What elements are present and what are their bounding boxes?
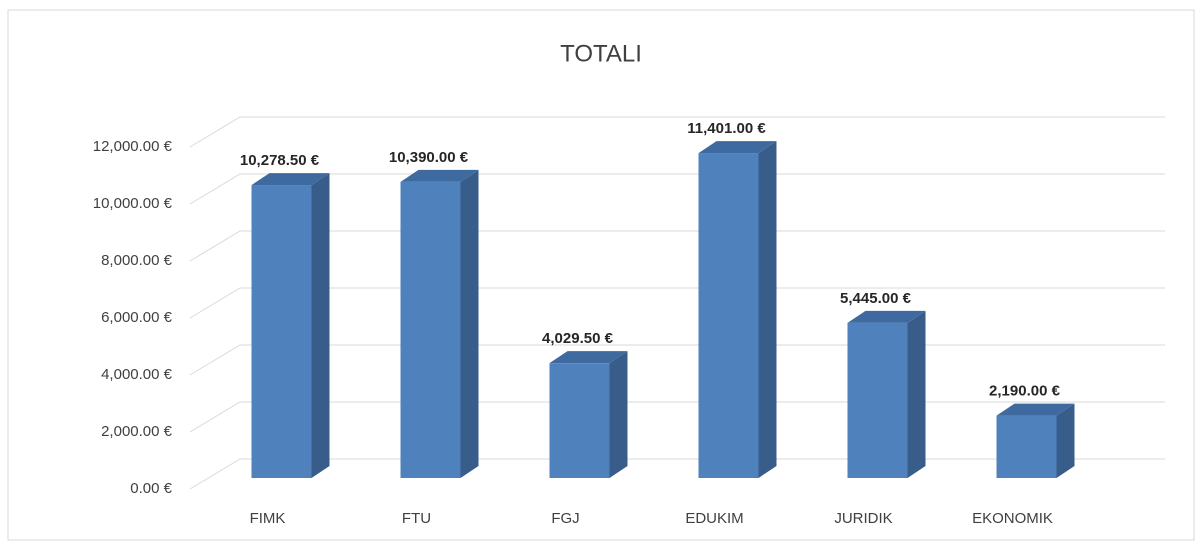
y-tick-label: 10,000.00 € — [93, 195, 173, 212]
y-tick-label: 4,000.00 € — [101, 366, 173, 383]
bar-top — [847, 310, 926, 323]
bar-side — [609, 351, 628, 478]
value-label: 10,390.00 € — [389, 149, 469, 166]
y-tick-label: 12,000.00 € — [93, 138, 173, 155]
y-tick-label: 8,000.00 € — [101, 252, 173, 269]
grid-line — [189, 173, 1165, 205]
value-label: 2,190.00 € — [989, 383, 1061, 400]
x-tick-label: FIMK — [250, 510, 286, 527]
y-tick-label: 6,000.00 € — [101, 309, 173, 326]
grid-line — [189, 287, 1165, 319]
chart-title: TOTALI — [560, 40, 642, 67]
bar — [996, 415, 1057, 478]
y-tick-label: 0.00 € — [130, 480, 172, 497]
grid-line — [189, 116, 1165, 148]
value-label: 4,029.50 € — [542, 330, 614, 347]
value-label: 11,401.00 € — [687, 120, 766, 137]
x-tick-label: JURIDIK — [834, 510, 892, 527]
bar — [847, 322, 908, 478]
bar-side — [311, 173, 330, 478]
bar — [549, 363, 610, 478]
value-label: 10,278.50 € — [240, 152, 320, 169]
bar-top — [996, 403, 1075, 416]
bar — [400, 181, 461, 478]
bar-top — [698, 141, 777, 154]
bar-side — [460, 169, 479, 478]
bar — [251, 185, 312, 478]
x-tick-label: EDUKIM — [685, 510, 743, 527]
bar-side — [907, 310, 926, 478]
bar-side — [758, 141, 777, 478]
bar-top — [400, 169, 479, 182]
bar-top — [251, 173, 330, 186]
x-tick-label: FTU — [402, 510, 431, 527]
x-tick-label: EKONOMIK — [972, 510, 1053, 527]
bar-top — [549, 351, 628, 364]
bar-side — [1056, 403, 1075, 478]
grid-line — [189, 230, 1165, 262]
x-tick-label: FGJ — [551, 510, 579, 527]
y-tick-label: 2,000.00 € — [101, 423, 173, 440]
bar — [698, 153, 759, 478]
value-label: 5,445.00 € — [840, 290, 912, 307]
